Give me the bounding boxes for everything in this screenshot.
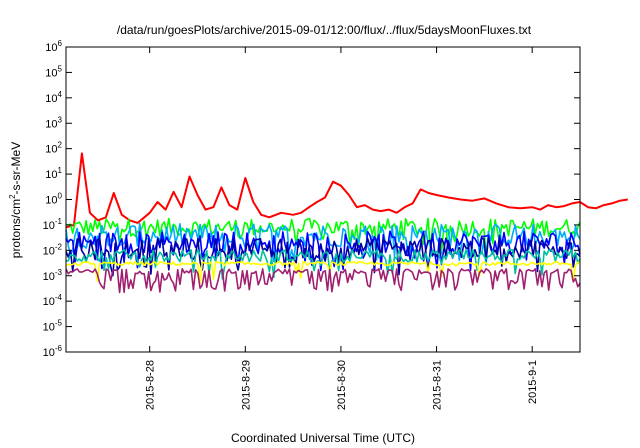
y-tick-label: 10-4 <box>43 293 63 308</box>
y-tick-label: 10-1 <box>43 217 63 232</box>
y-axis: 106 105 104 103 102 101 100 10-1 10-2 10-3 10-4 10-… <box>43 39 580 359</box>
y-tick-label: 103 <box>45 115 62 130</box>
chart-title: /data/run/goesPlots/archive/2015-09-01/1… <box>117 23 532 37</box>
y-tick-label: 106 <box>45 39 62 54</box>
y-tick-label: 102 <box>45 141 62 156</box>
y-tick-label: 104 <box>45 90 62 105</box>
y-tick-label: 10-3 <box>43 268 63 283</box>
y-axis-label-part1: protons/cm <box>9 199 23 258</box>
x-axis-label: Coordinated Universal Time (UTC) <box>231 431 415 445</box>
series-line <box>65 248 581 280</box>
series-line <box>65 222 581 266</box>
series-line <box>65 217 581 255</box>
y-axis-label-exp: 2 <box>8 194 17 199</box>
x-tick-label: 2015-8-29 <box>240 360 252 410</box>
x-tick-label: 2015-8-30 <box>336 360 348 410</box>
y-tick-label: 10-5 <box>43 319 63 334</box>
y-tick-label: 101 <box>45 166 62 181</box>
y-axis-label: protons/cm2-s-sr-MeV <box>8 142 23 258</box>
y-tick-label: 10-6 <box>43 344 63 359</box>
y-tick-label: 105 <box>45 64 62 79</box>
y-tick-label: 10-2 <box>43 242 63 257</box>
x-tick-label: 2015-9-1 <box>527 360 539 404</box>
series-line <box>65 152 628 229</box>
series-layer <box>65 152 628 294</box>
x-tick-label: 2015-8-28 <box>145 360 157 410</box>
x-tick-label: 2015-8-31 <box>432 360 444 410</box>
series-line <box>65 230 581 273</box>
y-axis-label-part2: -s-sr-MeV <box>9 142 23 195</box>
y-tick-label: 100 <box>45 192 62 207</box>
series-line <box>65 267 581 294</box>
x-axis: 2015-8-28 2015-8-29 2015-8-30 2015-8-31 2015… <box>145 47 539 410</box>
series-line <box>65 260 581 284</box>
